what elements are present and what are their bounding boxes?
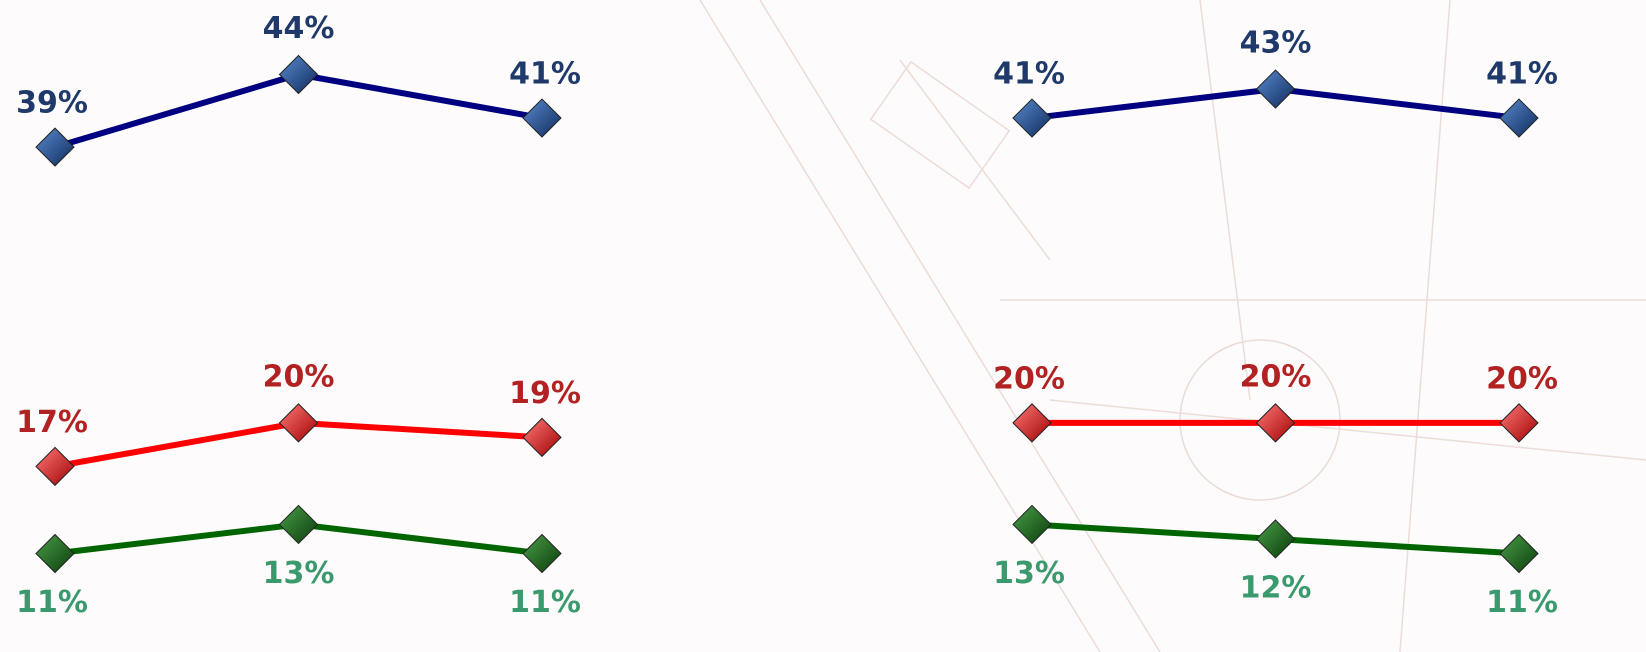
marker bbox=[278, 54, 319, 95]
marker bbox=[1012, 504, 1052, 545]
marker bbox=[1255, 69, 1296, 109]
marker bbox=[1255, 403, 1296, 443]
marker bbox=[278, 403, 319, 443]
data-label: 20% bbox=[1486, 361, 1558, 396]
data-label: 44% bbox=[263, 11, 335, 46]
data-label: 39% bbox=[16, 86, 88, 121]
marker bbox=[278, 504, 319, 545]
data-label: 11% bbox=[16, 585, 88, 620]
data-label: 20% bbox=[263, 359, 335, 394]
marker bbox=[1499, 403, 1539, 443]
marker bbox=[35, 446, 75, 487]
marker bbox=[1255, 519, 1296, 559]
marker bbox=[1499, 98, 1539, 138]
data-label: 17% bbox=[16, 405, 88, 440]
marker bbox=[522, 98, 562, 138]
marker bbox=[35, 127, 75, 167]
data-label: 11% bbox=[1486, 585, 1558, 620]
data-label: 41% bbox=[509, 57, 581, 92]
data-label: 13% bbox=[263, 556, 335, 591]
marker bbox=[35, 533, 75, 574]
data-label: 41% bbox=[993, 57, 1065, 92]
marker bbox=[1499, 533, 1539, 574]
marker bbox=[522, 533, 562, 574]
data-label: 43% bbox=[1240, 26, 1312, 61]
marker bbox=[1012, 98, 1052, 138]
data-label: 13% bbox=[993, 556, 1065, 591]
marker bbox=[522, 417, 562, 458]
data-label: 11% bbox=[509, 585, 581, 620]
data-label: 41% bbox=[1486, 57, 1558, 92]
data-label: 19% bbox=[509, 376, 581, 411]
marker bbox=[1012, 403, 1052, 443]
data-label: 20% bbox=[993, 361, 1065, 396]
data-label: 12% bbox=[1240, 570, 1312, 605]
data-label: 20% bbox=[1240, 359, 1312, 394]
